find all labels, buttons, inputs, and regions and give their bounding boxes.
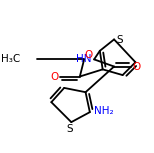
Text: H₃C: H₃C [1,54,20,64]
Text: HN: HN [76,54,91,64]
Text: S: S [67,124,73,134]
Text: NH₂: NH₂ [94,106,114,116]
Text: S: S [116,35,123,45]
Text: O: O [133,62,141,71]
Text: O: O [50,71,59,82]
Text: O: O [85,50,93,60]
